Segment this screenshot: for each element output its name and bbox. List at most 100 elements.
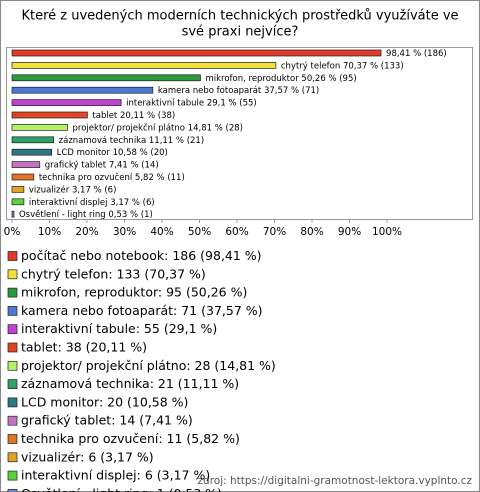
legend-swatch [7, 489, 18, 492]
value-label: 70,37 % (133) [343, 61, 404, 71]
bar-category: interaktivní tabule [126, 98, 204, 108]
value-label: 29,1 % (55) [207, 98, 257, 108]
legend-value: : 133 (70,37 %) [108, 266, 205, 281]
bar-label: projektor/ projekční plátno 14,81 % (28) [73, 122, 243, 133]
legend-value: : 55 (29,1 %) [136, 321, 218, 336]
legend-category: grafický tablet [21, 412, 111, 427]
bar-category: LCD monitor [57, 148, 111, 158]
source: zdroj: https://digitalni-gramotnost-lekt… [198, 475, 473, 487]
bar-label: mikrofon, reproduktor 50,26 % (95) [205, 73, 356, 83]
legend-value: : 95 (50,26 %) [158, 284, 247, 299]
legend-swatch [7, 452, 18, 463]
value-label: 37,57 % (71) [264, 86, 319, 96]
value-label: 7,41 % (14) [109, 160, 159, 170]
legend-value: : 28 (14,81 %) [186, 357, 275, 372]
legend-value: : 71 (37,57 %) [173, 302, 262, 317]
value-label: 14,81 % (28) [188, 123, 243, 133]
legend-entry: technika pro ozvučení: 11 (5,82 %) [21, 431, 240, 446]
legend-entry: interaktivní displej: 6 (3,17 %) [21, 467, 210, 482]
bar-label: technika pro ozvučení 5,82 % (11) [39, 172, 185, 183]
legend-swatch [7, 360, 18, 371]
legend-swatch [7, 324, 18, 335]
bar-label: vizualizér 3,17 % (6) [29, 184, 117, 195]
legend-category: projektor/ projekční plátno [21, 357, 186, 372]
bar-category: mikrofon, reproduktor [205, 73, 299, 83]
bar-label: 98,41 % (186) [386, 49, 447, 59]
bar-label: záznamová technika 11,11 % (21) [59, 135, 204, 145]
bar [11, 49, 382, 57]
legend-swatch [7, 397, 18, 408]
x-tick-label: 20% [75, 226, 98, 238]
bar [11, 124, 68, 131]
legend-category: tablet [21, 339, 58, 354]
legend-value: : 6 (3,17 %) [80, 449, 154, 464]
value-label: 11,11 % (21) [149, 135, 204, 145]
value-label: 50,26 % (95) [301, 73, 356, 83]
bar-label: LCD monitor 10,58 % (20) [57, 148, 168, 158]
bar-category: kamera nebo fotoaparát [158, 86, 262, 96]
bar [11, 99, 122, 106]
legend-entry: Osvětlení - light ring: 1 (0,53 %) [21, 485, 222, 492]
x-tick-label: 60% [225, 226, 248, 238]
x-tick-label: 50% [188, 226, 211, 238]
legend-category: LCD monitor [21, 394, 100, 409]
legend-entry: počítač nebo notebook: 186 (98,41 %) [21, 248, 262, 263]
x-tick-label: 80% [300, 226, 323, 238]
x-tick-label: 100% [372, 226, 402, 238]
legend-entry: tablet: 38 (20,11 %) [21, 339, 147, 354]
legend-swatch [7, 269, 18, 280]
legend-entry: chytrý telefon: 133 (70,37 %) [21, 266, 206, 281]
legend-value: : 38 (20,11 %) [58, 339, 147, 354]
legend-category: počítač nebo notebook [21, 248, 165, 263]
value-label: 3,17 % (6) [110, 197, 154, 207]
legend-value: : 11 (5,82 %) [158, 431, 240, 446]
bar [11, 173, 35, 181]
legend-swatch [7, 470, 18, 481]
value-label: 5,82 % (11) [135, 173, 185, 183]
bar-category: projektor/ projekční plátno [73, 122, 185, 133]
bar [11, 148, 53, 156]
value-label: 20,11 % (38) [120, 111, 175, 121]
bar-label: interaktivní displej 3,17 % (6) [29, 197, 155, 207]
x-tick-label: 40% [150, 226, 173, 238]
bar-category: interaktivní displej [29, 197, 108, 207]
bar [11, 74, 201, 82]
legend-swatch [7, 415, 18, 426]
legend-entry: LCD monitor: 20 (10,58 %) [21, 394, 188, 409]
value-label: 10,58 % (20) [113, 148, 168, 158]
legend-value: : 186 (98,41 %) [164, 248, 261, 263]
legend-entry: vizualizér: 6 (3,17 %) [21, 449, 154, 464]
legend-entry: mikrofon, reproduktor: 95 (50,26 %) [21, 284, 247, 299]
legend-swatch [7, 251, 18, 261]
x-tick-label: 70% [263, 226, 286, 238]
legend-category: technika pro ozvučení [21, 431, 159, 446]
bar-label: interaktivní tabule 29,1 % (55) [126, 98, 257, 108]
legend-category: interaktivní displej [21, 467, 137, 482]
bar-label: chytrý telefon 70,37 % (133) [281, 61, 404, 71]
legend-entry: interaktivní tabule: 55 (29,1 %) [21, 321, 217, 336]
bar [11, 111, 88, 119]
legend-entry: kamera nebo fotoaparát: 71 (37,57 %) [21, 302, 263, 317]
legend-value: : 14 (7,41 %) [111, 412, 193, 427]
chart-title: své praxi nejvíce? [182, 25, 299, 40]
bar-label: kamera nebo fotoaparát 37,57 % (71) [158, 86, 319, 96]
bar [11, 86, 154, 94]
legend-category: chytrý telefon [21, 266, 108, 281]
x-tick-label: 0% [4, 226, 21, 238]
legend-value: : 6 (3,17 %) [137, 467, 211, 482]
value-label: 98,41 % (186) [386, 49, 447, 59]
bar [11, 210, 15, 218]
legend-entry: záznamová technika: 21 (11,11 %) [21, 376, 239, 391]
legend-entry: grafický tablet: 14 (7,41 %) [21, 412, 193, 427]
bar [11, 161, 41, 168]
legend-value: : 20 (10,58 %) [99, 394, 188, 409]
x-tick-label: 30% [113, 226, 136, 238]
bar-label: tablet 20,11 % (38) [92, 111, 175, 121]
bar [11, 136, 55, 144]
legend-category: záznamová technika [21, 376, 150, 391]
bar-category: Osvětlení - light ring [19, 210, 106, 220]
bar [11, 186, 25, 193]
x-tick-label: 90% [338, 226, 361, 238]
bar-category: chytrý telefon [281, 61, 340, 71]
